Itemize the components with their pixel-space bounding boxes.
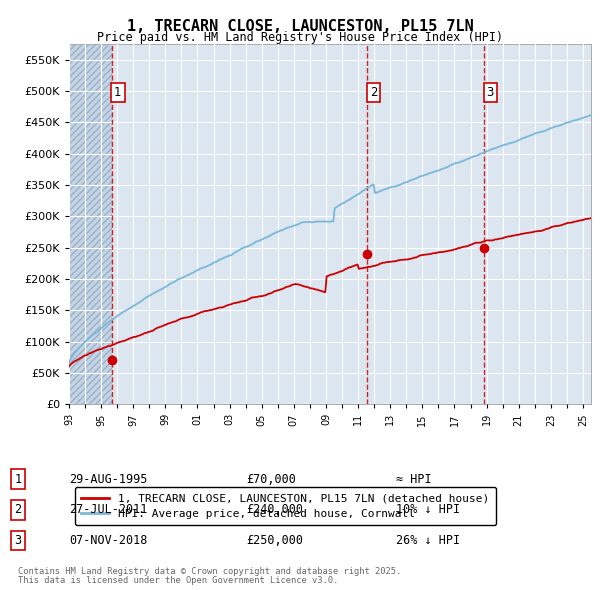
Text: 29-AUG-1995: 29-AUG-1995 [69, 473, 148, 486]
Text: Price paid vs. HM Land Registry's House Price Index (HPI): Price paid vs. HM Land Registry's House … [97, 31, 503, 44]
Text: £240,000: £240,000 [246, 503, 303, 516]
Text: 1: 1 [114, 86, 122, 99]
Text: £70,000: £70,000 [246, 473, 296, 486]
Text: 2: 2 [370, 86, 377, 99]
Text: 10% ↓ HPI: 10% ↓ HPI [396, 503, 460, 516]
Text: 3: 3 [487, 86, 494, 99]
Text: 26% ↓ HPI: 26% ↓ HPI [396, 534, 460, 547]
Text: 1: 1 [14, 473, 22, 486]
Text: 27-JUL-2011: 27-JUL-2011 [69, 503, 148, 516]
Text: 3: 3 [14, 534, 22, 547]
Text: ≈ HPI: ≈ HPI [396, 473, 431, 486]
Text: 07-NOV-2018: 07-NOV-2018 [69, 534, 148, 547]
Legend: 1, TRECARN CLOSE, LAUNCESTON, PL15 7LN (detached house), HPI: Average price, det: 1, TRECARN CLOSE, LAUNCESTON, PL15 7LN (… [74, 487, 496, 526]
Text: This data is licensed under the Open Government Licence v3.0.: This data is licensed under the Open Gov… [18, 576, 338, 585]
Text: 2: 2 [14, 503, 22, 516]
Text: 1, TRECARN CLOSE, LAUNCESTON, PL15 7LN: 1, TRECARN CLOSE, LAUNCESTON, PL15 7LN [127, 19, 473, 34]
Text: £250,000: £250,000 [246, 534, 303, 547]
Bar [69, 44, 112, 404]
Text: Contains HM Land Registry data © Crown copyright and database right 2025.: Contains HM Land Registry data © Crown c… [18, 568, 401, 576]
